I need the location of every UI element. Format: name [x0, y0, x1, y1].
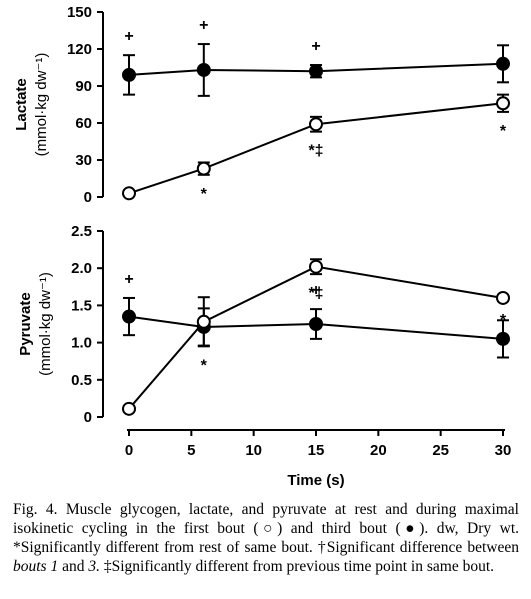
y-tick-label-1: 60 [75, 115, 92, 132]
data-point-filled [196, 62, 211, 77]
significance-marker: * [201, 357, 208, 374]
y-tick-label-2: 0 [84, 409, 92, 426]
figure-caption: Fig. 4. Muscle glycogen, lactate, and py… [13, 500, 519, 576]
x-tick-label: 30 [495, 442, 512, 459]
y-tick-label-1: 30 [75, 152, 92, 169]
data-point-open [309, 259, 323, 274]
significance-marker: + [311, 38, 320, 55]
y-tick-label-1: 0 [84, 189, 92, 206]
significance-marker: *‡ [308, 285, 323, 302]
series-line-1-2 [128, 102, 504, 195]
x-tick-label: 0 [125, 442, 133, 459]
caption-italic-bouts: bouts 1 [13, 558, 59, 575]
data-point-filled [122, 67, 136, 82]
data-point-filled [309, 317, 323, 331]
y-axis-title-2: Pyruvate [17, 292, 34, 355]
caption-italic-3: 3. [88, 558, 100, 575]
y-tick-label-2: 0.5 [71, 372, 92, 389]
y-tick-label-2: 2.0 [71, 260, 92, 277]
x-tick-label: 5 [187, 442, 195, 459]
y-axis-unit-1: (mmol·kg dw⁻¹) [33, 53, 50, 157]
significance-marker: + [124, 271, 133, 288]
data-point-open [196, 314, 211, 329]
data-point-open [496, 290, 510, 305]
y-axis-title-1: Lactate [13, 78, 30, 131]
y-axis-unit-2: (mmol·kg dw⁻¹) [37, 272, 54, 376]
series-line-1-1 [128, 62, 504, 76]
significance-marker: + [311, 282, 320, 299]
caption-lead: Fig. 4. Muscle glycogen, lactate, and py… [13, 501, 519, 556]
y-tick-label-2: 1.5 [71, 297, 92, 314]
data-point-open [309, 117, 323, 132]
data-point-open [122, 186, 136, 201]
y-tick-label-2: 1.0 [71, 335, 92, 352]
data-point-filled [496, 56, 510, 71]
significance-marker: + [124, 28, 133, 45]
significance-marker: * [201, 186, 208, 203]
x-tick-label: 15 [308, 442, 325, 459]
data-point-open [122, 401, 136, 416]
series-line-2-2 [128, 265, 504, 410]
significance-marker: + [199, 17, 208, 34]
caption-mid: and [58, 558, 89, 575]
x-tick-label: 25 [432, 442, 449, 459]
y-tick-label-2: 2.5 [71, 223, 92, 240]
y-tick-label-1: 120 [67, 41, 92, 58]
significance-marker: * [500, 123, 507, 140]
y-tick-label-1: 150 [67, 4, 92, 21]
significance-marker: *‡ [308, 143, 323, 160]
data-point-filled [496, 331, 510, 346]
x-tick-label: 10 [245, 442, 262, 459]
data-point-filled [122, 309, 136, 324]
significance-marker: * [500, 312, 507, 329]
x-tick-label: 20 [370, 442, 387, 459]
series-line-2-1 [128, 315, 504, 340]
data-point-open [196, 161, 211, 176]
caption-tail: ‡Significantly different from previous t… [99, 558, 495, 575]
data-point-open [496, 96, 510, 111]
x-axis-title: Time (s) [287, 472, 344, 489]
data-point-filled [309, 64, 323, 79]
y-tick-label-1: 90 [75, 78, 92, 95]
